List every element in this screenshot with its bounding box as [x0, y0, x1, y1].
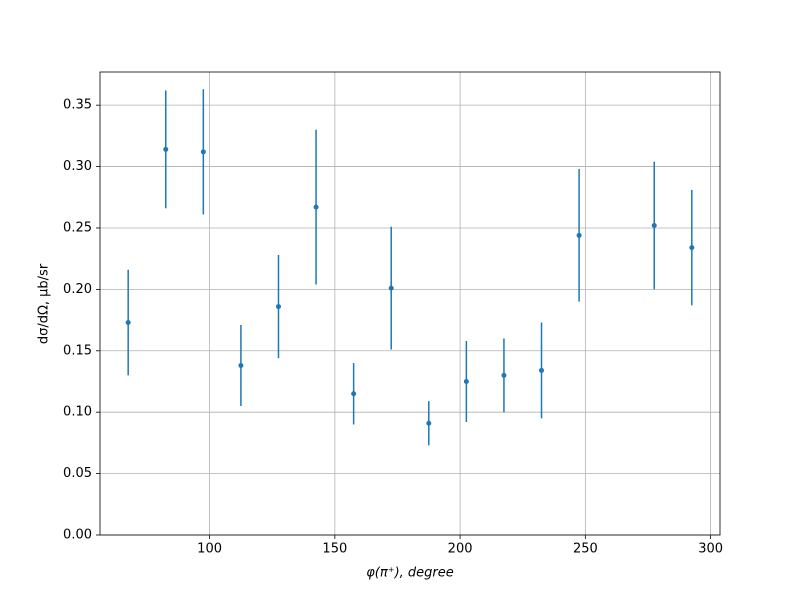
- data-point: [651, 223, 657, 229]
- y-tick-label: 0.10: [63, 405, 92, 420]
- data-point: [238, 363, 244, 369]
- x-tick-label: 300: [698, 542, 723, 557]
- y-tick-label: 0.05: [63, 466, 92, 481]
- y-tick-label: 0.00: [63, 528, 92, 543]
- x-axis-label: φ(π⁺), degree: [366, 566, 454, 581]
- data-point: [163, 146, 169, 152]
- data-point: [463, 378, 469, 384]
- data-point: [576, 232, 582, 238]
- data-point: [388, 285, 394, 291]
- y-tick-label: 0.35: [63, 98, 92, 113]
- x-tick-label: 150: [322, 542, 347, 557]
- y-tick-label: 0.25: [63, 220, 92, 235]
- data-point: [539, 367, 545, 373]
- data-point: [689, 245, 695, 251]
- data-point: [501, 372, 507, 378]
- data-point: [200, 149, 206, 155]
- data-point: [275, 304, 281, 310]
- y-tick-label: 0.30: [63, 159, 92, 174]
- data-point: [125, 320, 131, 326]
- plot-frame: [99, 71, 721, 536]
- x-tick-label: 250: [573, 542, 598, 557]
- data-point: [313, 204, 319, 210]
- y-axis-label: dσ/dΩ, μb/sr: [37, 263, 52, 344]
- y-tick-label: 0.15: [63, 343, 92, 358]
- x-tick-label: 100: [197, 542, 222, 557]
- y-tick-label: 0.20: [63, 282, 92, 297]
- data-point: [351, 391, 357, 397]
- x-tick-label: 200: [448, 542, 473, 557]
- data-point: [426, 420, 432, 426]
